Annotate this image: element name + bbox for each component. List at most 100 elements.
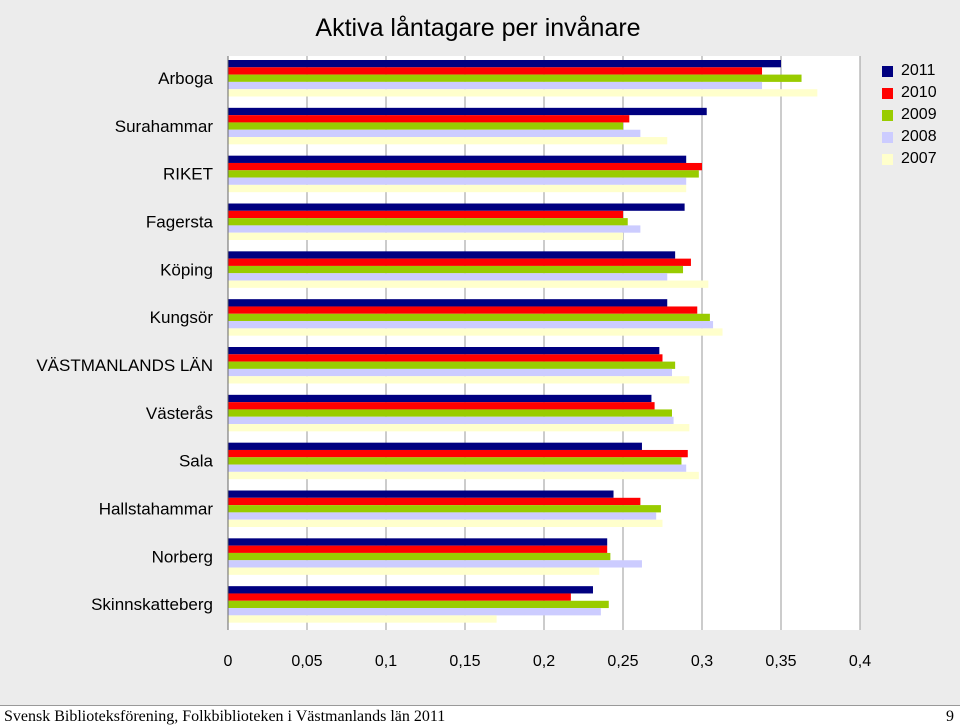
bar-2010 <box>228 497 641 506</box>
legend-swatch <box>882 131 893 143</box>
chart-title: Aktiva låntagare per invånare <box>315 14 641 42</box>
category-label: Sala <box>179 452 214 471</box>
bar-2008 <box>228 560 642 568</box>
bar-2008 <box>228 129 641 138</box>
legend: 2011 2010 2009 2008 2007 <box>882 60 937 170</box>
category-label: Surahammar <box>115 117 214 136</box>
bar-2009 <box>228 457 682 465</box>
bar-2011 <box>228 442 642 450</box>
bar-2008 <box>228 273 668 281</box>
bar-2009 <box>228 122 623 130</box>
bar-2007 <box>228 328 723 336</box>
page-number: 9 <box>946 708 954 725</box>
bar-2010 <box>228 258 691 266</box>
bar-chart: 0 0,05 0,1 0,15 0,2 0,25 0,3 0,35 0,4 Arboga Surah… <box>36 56 871 670</box>
category-label: Fagersta <box>146 213 214 232</box>
x-tick-label: 0,35 <box>765 653 796 670</box>
x-tick-label: 0,25 <box>607 653 638 670</box>
legend-item: 2007 <box>882 148 937 170</box>
bar-2008 <box>228 512 657 520</box>
bar-2010 <box>228 115 630 123</box>
bar-2011 <box>228 155 687 163</box>
legend-swatch <box>882 87 893 99</box>
category-label: RIKET <box>163 165 213 184</box>
bar-2008 <box>228 321 714 329</box>
page-footer: Svensk Biblioteksförening, Folkbibliotek… <box>0 705 960 726</box>
bar-2009 <box>228 74 802 82</box>
bar-2010 <box>228 402 655 410</box>
x-tick-label: 0 <box>224 653 233 670</box>
footer-text: Svensk Biblioteksförening, Folkbibliotek… <box>4 708 446 725</box>
bar-2010 <box>228 306 698 314</box>
legend-item: 2008 <box>882 126 937 148</box>
bar-2011 <box>228 107 707 116</box>
category-label: Västerås <box>146 404 213 423</box>
bar-2008 <box>228 368 672 377</box>
bar-2007 <box>228 424 690 432</box>
bar-2010 <box>228 593 571 601</box>
bar-2011 <box>228 586 593 594</box>
bar-2010 <box>228 354 663 362</box>
bar-2009 <box>228 552 611 561</box>
category-label: Norberg <box>152 547 213 566</box>
legend-label: 2010 <box>901 84 937 101</box>
bar-2007 <box>228 232 623 240</box>
bar-2007 <box>228 376 690 384</box>
bar-2007 <box>228 280 709 288</box>
x-tick-label: 0,15 <box>449 653 480 670</box>
bar-2008 <box>228 416 674 425</box>
legend-label: 2011 <box>901 62 936 79</box>
bar-2011 <box>228 490 614 498</box>
category-label: Kungsör <box>150 308 214 327</box>
legend-label: 2008 <box>901 128 937 145</box>
chart-panel: 0 0,05 0,1 0,15 0,2 0,25 0,3 0,35 0,4 Arboga Surah… <box>0 0 960 705</box>
legend-label: 2009 <box>901 106 937 123</box>
legend-swatch <box>882 109 893 121</box>
bar-2007 <box>228 89 818 97</box>
category-label: VÄSTMANLANDS LÄN <box>36 356 213 375</box>
x-tick-label: 0,05 <box>291 653 322 670</box>
bar-2009 <box>228 505 661 513</box>
bar-2011 <box>228 203 685 211</box>
bar-2007 <box>228 137 668 145</box>
bar-2008 <box>228 464 687 472</box>
bar-2007 <box>228 471 699 480</box>
bar-2011 <box>228 394 652 403</box>
bar-2008 <box>228 225 641 233</box>
bar-2009 <box>228 600 609 609</box>
category-label: Hallstahammar <box>99 500 214 519</box>
bar-2011 <box>228 251 676 259</box>
bar-2007 <box>228 184 687 193</box>
x-tick-label: 0,3 <box>691 653 713 670</box>
bar-2008 <box>228 177 687 185</box>
bar-2009 <box>228 313 710 322</box>
bar-2010 <box>228 545 608 553</box>
bar-2007 <box>228 519 663 527</box>
bar-2009 <box>228 409 672 417</box>
legend-swatch <box>882 65 893 77</box>
bar-2008 <box>228 81 763 90</box>
bar-2011 <box>228 538 608 546</box>
legend-label: 2007 <box>901 150 937 167</box>
bar-2011 <box>228 299 668 307</box>
bar-2009 <box>228 218 628 226</box>
bar-2010 <box>228 67 763 75</box>
bar-2008 <box>228 608 601 616</box>
bar-2009 <box>228 361 676 369</box>
legend-item: 2010 <box>882 82 937 104</box>
x-tick-label: 0,1 <box>375 653 397 670</box>
bar-2009 <box>228 265 684 274</box>
bar-2011 <box>228 347 660 355</box>
legend-item: 2011 <box>882 60 937 82</box>
legend-item: 2009 <box>882 104 937 126</box>
bar-2007 <box>228 567 600 575</box>
bar-2009 <box>228 170 699 178</box>
category-label: Skinnskatteberg <box>91 595 213 614</box>
bar-2010 <box>228 162 702 171</box>
legend-swatch <box>882 153 893 165</box>
bar-2011 <box>228 60 781 68</box>
x-tick-label: 0,4 <box>849 653 871 670</box>
bar-2010 <box>228 210 623 219</box>
bar-2007 <box>228 615 497 623</box>
x-tick-label: 0,2 <box>533 653 555 670</box>
